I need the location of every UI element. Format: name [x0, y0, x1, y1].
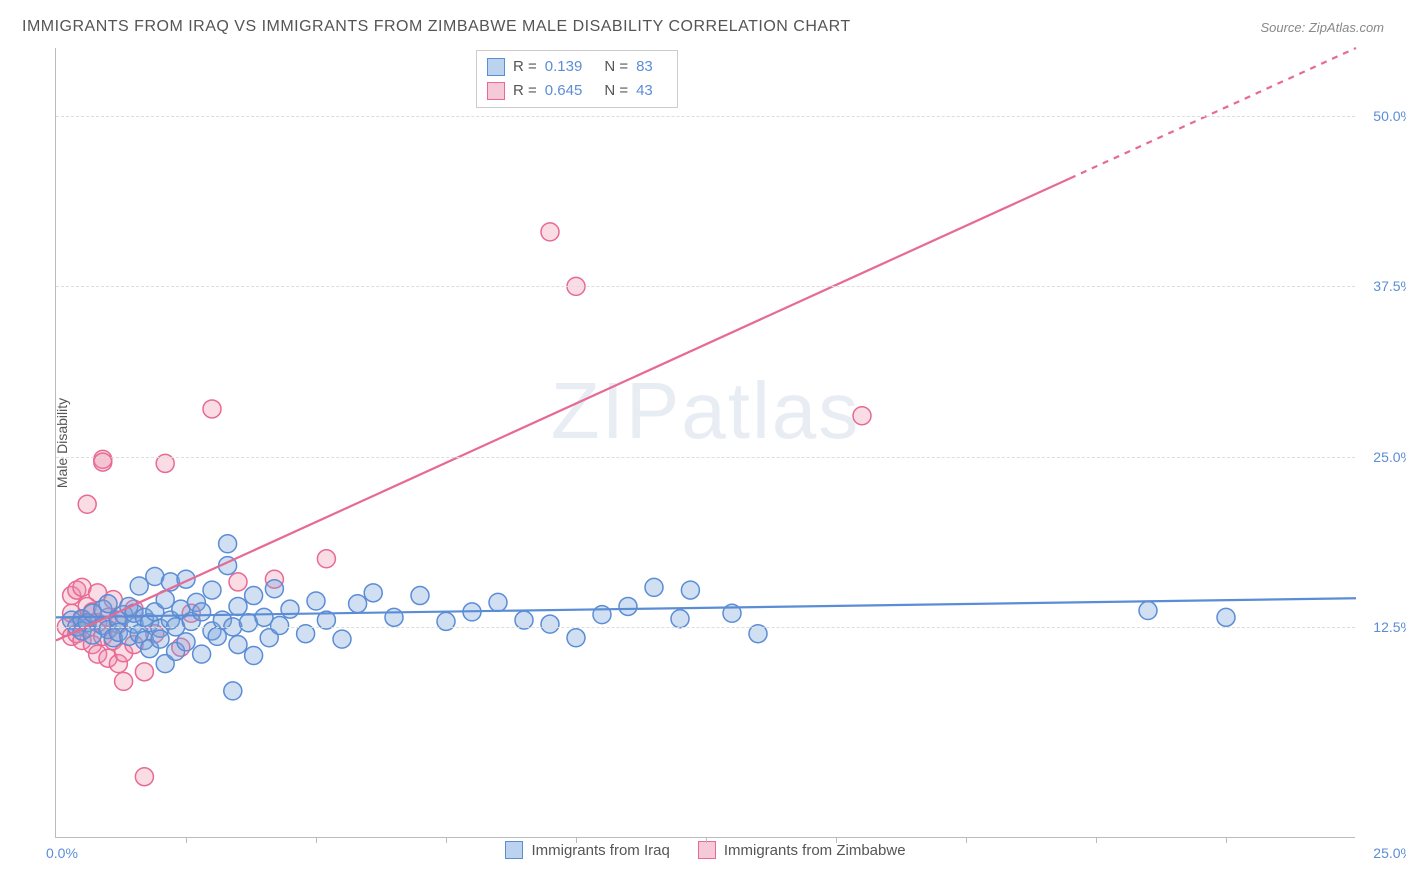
y-tick-label: 37.5%	[1373, 278, 1406, 294]
scatter-point	[229, 636, 247, 654]
scatter-point	[193, 645, 211, 663]
x-tick	[706, 837, 707, 843]
r-label: R =	[513, 55, 537, 79]
scatter-point	[307, 592, 325, 610]
y-tick-label: 12.5%	[1373, 619, 1406, 635]
stats-row: R = 0.645 N = 43	[487, 79, 667, 103]
scatter-point	[317, 550, 335, 568]
scatter-point	[385, 608, 403, 626]
gridline	[56, 457, 1355, 458]
scatter-point	[203, 581, 221, 599]
bottom-legend: Immigrants from Iraq Immigrants from Zimb…	[56, 841, 1355, 863]
scatter-point	[208, 627, 226, 645]
legend-swatch	[505, 841, 523, 859]
r-value: 0.645	[545, 79, 583, 103]
x-tick	[836, 837, 837, 843]
scatter-point	[681, 581, 699, 599]
scatter-point	[281, 600, 299, 618]
r-value: 0.139	[545, 55, 583, 79]
legend-swatch	[487, 58, 505, 76]
scatter-point	[1217, 608, 1235, 626]
stats-legend: R = 0.139 N = 83 R = 0.645 N = 43	[476, 50, 678, 108]
x-tick-max: 25.0%	[1373, 845, 1406, 861]
legend-item: Immigrants from Iraq	[505, 841, 669, 859]
scatter-point	[224, 682, 242, 700]
x-tick	[446, 837, 447, 843]
scatter-point	[349, 595, 367, 613]
legend-swatch	[487, 82, 505, 100]
scatter-point	[115, 672, 133, 690]
plot-svg	[56, 48, 1356, 838]
x-tick	[186, 837, 187, 843]
n-label: N =	[604, 55, 628, 79]
scatter-point	[229, 597, 247, 615]
scatter-point	[671, 610, 689, 628]
scatter-point	[229, 573, 247, 591]
scatter-point	[567, 629, 585, 647]
scatter-point	[177, 633, 195, 651]
scatter-point	[135, 663, 153, 681]
r-label: R =	[513, 79, 537, 103]
source-label: Source: ZipAtlas.com	[1260, 20, 1384, 35]
n-value: 43	[636, 79, 653, 103]
scatter-point	[78, 495, 96, 513]
y-tick-label: 25.0%	[1373, 449, 1406, 465]
scatter-point	[489, 593, 507, 611]
scatter-point	[619, 597, 637, 615]
scatter-point	[541, 223, 559, 241]
n-label: N =	[604, 79, 628, 103]
scatter-point	[1139, 602, 1157, 620]
x-tick	[966, 837, 967, 843]
legend-item: Immigrants from Zimbabwe	[698, 841, 906, 859]
scatter-point	[203, 400, 221, 418]
stats-row: R = 0.139 N = 83	[487, 55, 667, 79]
scatter-point	[151, 630, 169, 648]
x-tick	[1226, 837, 1227, 843]
scatter-point	[245, 587, 263, 605]
legend-swatch	[698, 841, 716, 859]
scatter-point	[245, 646, 263, 664]
gridline	[56, 627, 1355, 628]
x-tick	[1096, 837, 1097, 843]
scatter-point	[130, 577, 148, 595]
x-tick	[316, 837, 317, 843]
legend-label: Immigrants from Zimbabwe	[724, 842, 906, 859]
y-tick-label: 50.0%	[1373, 108, 1406, 124]
n-value: 83	[636, 55, 653, 79]
scatter-point	[645, 578, 663, 596]
trend-line-dashed	[1070, 48, 1356, 178]
gridline	[56, 116, 1355, 117]
plot-area: ZIPatlas R =0.139N =83R =0.645N =43 0.0%…	[55, 48, 1355, 838]
scatter-point	[271, 617, 289, 635]
scatter-point	[333, 630, 351, 648]
scatter-point	[364, 584, 382, 602]
x-tick	[576, 837, 577, 843]
scatter-point	[135, 768, 153, 786]
chart-container: Male Disability ZIPatlas R =0.139N =83R …	[55, 48, 1375, 838]
legend-label: Immigrants from Iraq	[531, 842, 669, 859]
scatter-point	[541, 615, 559, 633]
scatter-point	[219, 535, 237, 553]
gridline	[56, 286, 1355, 287]
chart-title: IMMIGRANTS FROM IRAQ VS IMMIGRANTS FROM …	[22, 18, 851, 36]
scatter-point	[99, 595, 117, 613]
scatter-point	[193, 603, 211, 621]
scatter-point	[411, 587, 429, 605]
scatter-point	[853, 407, 871, 425]
scatter-point	[265, 580, 283, 598]
